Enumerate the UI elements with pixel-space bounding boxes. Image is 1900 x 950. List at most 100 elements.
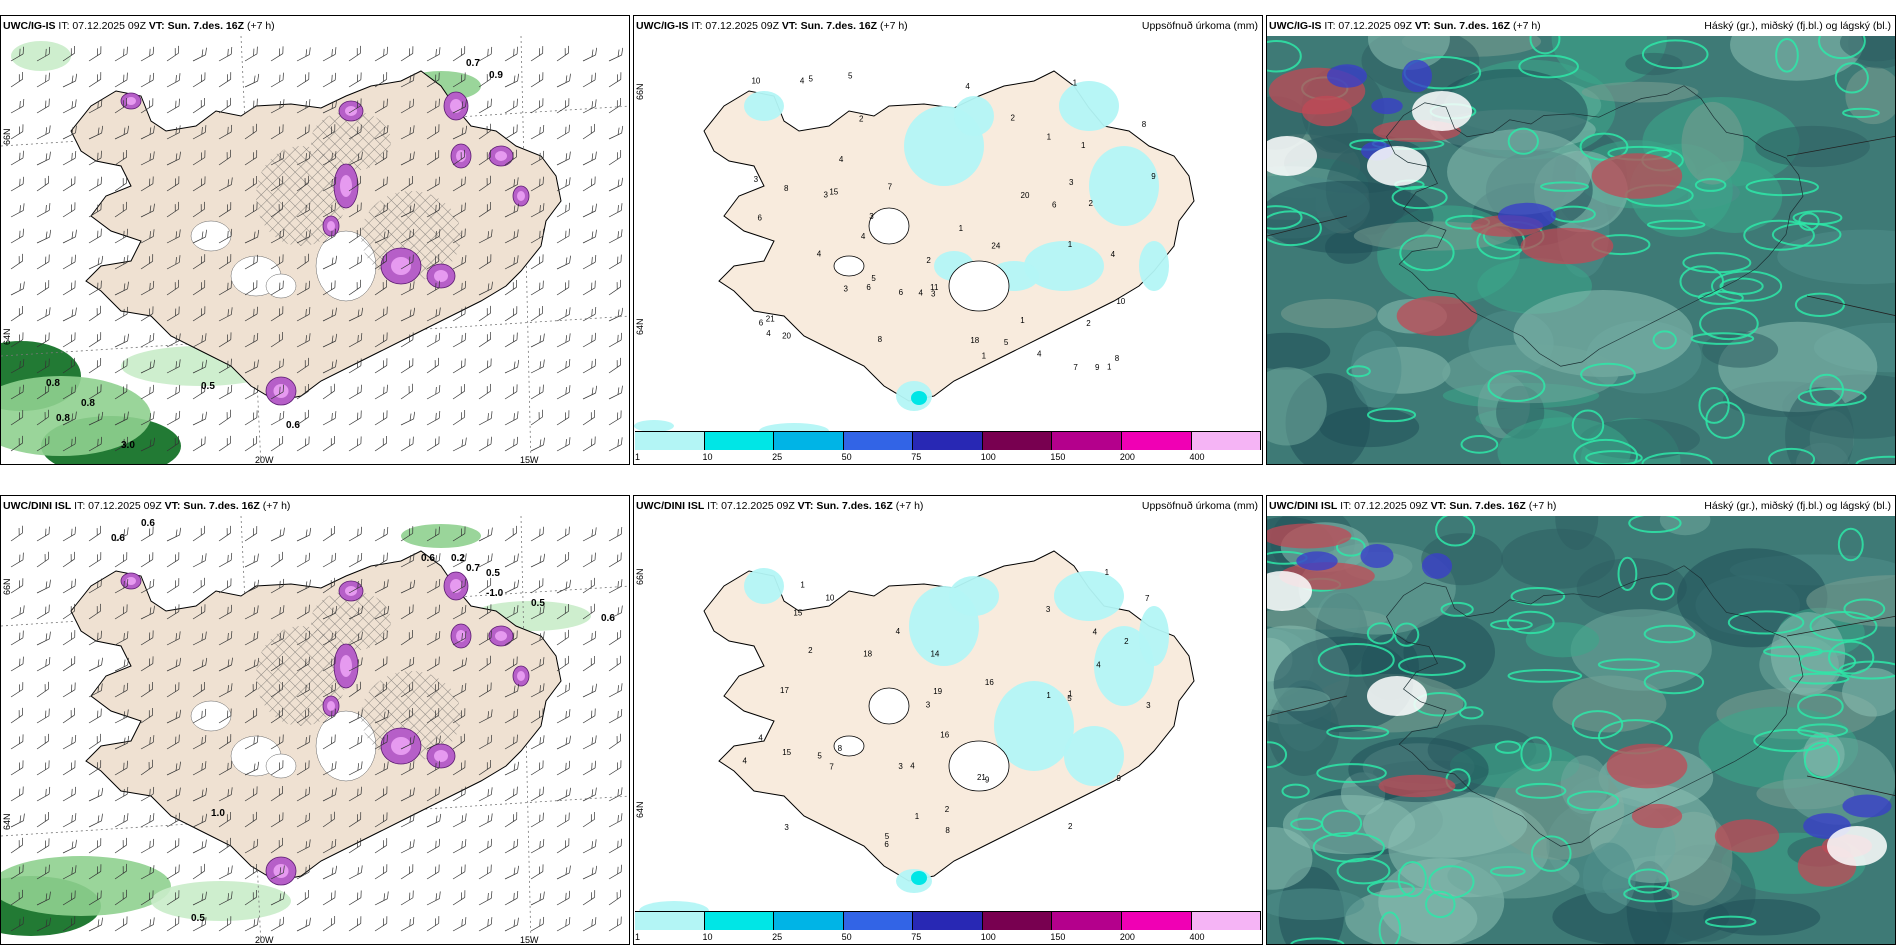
wind-barb bbox=[270, 527, 285, 542]
lon-label-20w: 20W bbox=[255, 455, 274, 465]
wind-barb bbox=[270, 786, 283, 802]
wind-barb bbox=[608, 655, 621, 672]
wind-barb bbox=[244, 73, 260, 88]
wind-barb bbox=[36, 708, 50, 724]
wind-barb bbox=[88, 150, 102, 166]
wind-barb bbox=[296, 812, 311, 828]
wind-barb bbox=[166, 916, 180, 932]
wind-barb bbox=[270, 707, 283, 724]
wind-barb bbox=[608, 864, 622, 880]
wind-barb bbox=[62, 707, 75, 724]
panel-variable: Háský (gr.), miðský (fj.bl.) og lágský (… bbox=[1704, 20, 1891, 32]
wind-barb bbox=[88, 890, 102, 906]
wind-barb bbox=[322, 411, 337, 426]
wind-barb bbox=[10, 837, 23, 854]
wind-barb bbox=[608, 787, 623, 802]
wind-barb bbox=[608, 813, 623, 828]
wind-barb bbox=[140, 359, 155, 374]
wind-barb bbox=[296, 889, 309, 906]
precip-area bbox=[1139, 606, 1169, 666]
wind-barb bbox=[270, 384, 284, 400]
wind-barb bbox=[62, 578, 76, 594]
wind-barb bbox=[270, 411, 285, 426]
wind-barb bbox=[114, 527, 129, 542]
wind-barb bbox=[530, 46, 544, 62]
wind-barb bbox=[374, 150, 388, 166]
precip-value: 15 bbox=[782, 748, 791, 757]
precip-contour bbox=[11, 41, 71, 71]
wind-barb bbox=[556, 98, 570, 114]
wind-map: 0.7 0.9 0.8 0.8 0.5 0.8 3.0 0.6 bbox=[1, 36, 629, 464]
precip-value: 1 bbox=[1073, 78, 1078, 87]
wind-barb bbox=[218, 149, 231, 166]
wind-barb bbox=[244, 123, 257, 140]
precip-value: 10 bbox=[1116, 297, 1125, 306]
legend-swatch bbox=[982, 432, 1053, 450]
wind-barb bbox=[88, 332, 102, 348]
wind-barb bbox=[296, 229, 311, 244]
wind-barb bbox=[62, 656, 76, 672]
wind-barb bbox=[166, 761, 181, 776]
wind-barb bbox=[426, 254, 440, 270]
wind-barb bbox=[556, 410, 570, 426]
wind-barb bbox=[608, 332, 623, 348]
wind-barb bbox=[478, 123, 491, 140]
wind-barb bbox=[10, 253, 23, 270]
wind-barb bbox=[114, 604, 128, 620]
panel-it: IT: 07.12.2025 09Z bbox=[1321, 20, 1415, 32]
lon-label-15w: 15W bbox=[520, 935, 539, 945]
wind-barb bbox=[10, 332, 24, 348]
wind-barb bbox=[452, 760, 466, 776]
wind-barb bbox=[426, 708, 440, 724]
precip-value: 2 bbox=[859, 115, 864, 124]
wind-barb bbox=[36, 864, 50, 880]
precip-value: 8 bbox=[1142, 120, 1147, 129]
precip-value: 1 bbox=[1047, 133, 1052, 142]
wind-barb bbox=[452, 255, 467, 270]
wind-barb bbox=[530, 124, 545, 140]
wind-barb bbox=[400, 787, 415, 802]
wind-barb bbox=[322, 435, 335, 452]
legend-swatch bbox=[635, 432, 705, 450]
wind-barb bbox=[400, 864, 414, 880]
wind-barb bbox=[114, 358, 128, 374]
lon-label-15w: 15W bbox=[520, 455, 539, 465]
wind-barb bbox=[426, 229, 441, 244]
wind-barb bbox=[244, 681, 257, 698]
wind-barb bbox=[36, 175, 49, 192]
precip-area bbox=[744, 91, 784, 121]
precip-value: 4 bbox=[800, 77, 805, 86]
wind-barb bbox=[478, 46, 493, 62]
wind-barb bbox=[114, 735, 130, 750]
precip-value: 4 bbox=[766, 329, 771, 338]
wind-barb bbox=[556, 838, 570, 854]
wind-barb bbox=[296, 124, 310, 140]
legend-swatch bbox=[635, 912, 705, 930]
wind-barb bbox=[114, 916, 128, 932]
wind-barb bbox=[452, 149, 465, 166]
wind-barb bbox=[36, 46, 51, 62]
panel-vt: VT: Sun. 7.des. 16Z bbox=[797, 500, 893, 512]
wind-barb bbox=[296, 99, 311, 114]
wind-barb bbox=[478, 734, 493, 750]
wind-barb bbox=[374, 838, 388, 854]
wind-barb bbox=[62, 45, 75, 62]
wind-barb bbox=[88, 864, 102, 880]
wind-barb bbox=[296, 253, 309, 270]
wind-barb bbox=[556, 385, 571, 400]
panel-lead: (+7 h) bbox=[1525, 500, 1557, 512]
precip-value: 18 bbox=[863, 650, 872, 659]
wind-barb bbox=[114, 150, 127, 166]
wind-barb bbox=[270, 551, 283, 568]
wind-barb bbox=[114, 760, 128, 776]
wind-barb bbox=[192, 229, 207, 244]
wind-barb bbox=[452, 553, 467, 568]
wind-barb bbox=[88, 384, 102, 400]
wind-barb bbox=[478, 305, 491, 322]
wind-barb bbox=[426, 410, 441, 426]
precip-value: 2 bbox=[1011, 113, 1016, 122]
wind-barb bbox=[582, 358, 597, 374]
wind-barb bbox=[88, 838, 102, 854]
wind-barb bbox=[530, 578, 544, 594]
wind-barb bbox=[322, 605, 338, 620]
